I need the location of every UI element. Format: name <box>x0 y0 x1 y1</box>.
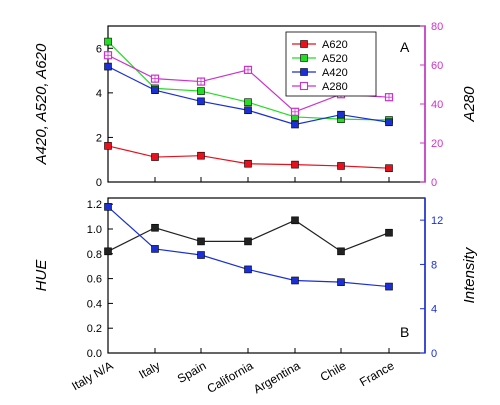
data-point-a620 <box>197 151 205 160</box>
legend-marker-a280 <box>299 81 309 91</box>
legend-marker-a520 <box>300 54 308 62</box>
right-tick-label: 12 <box>431 215 443 227</box>
data-point-intensity <box>291 276 299 285</box>
data-point-a420 <box>337 110 345 119</box>
data-point-a420 <box>244 106 252 115</box>
x-tick-label: Italy N/A <box>69 358 115 393</box>
y-axis-title-right: A280 <box>461 86 478 123</box>
legend-marker-a420 <box>300 68 308 76</box>
data-point-a420 <box>104 62 112 71</box>
left-tick-label: 2 <box>96 132 102 144</box>
left-tick-label: 0.2 <box>87 323 102 335</box>
x-tick-label: Spain <box>175 358 209 385</box>
data-point-hue <box>104 247 112 256</box>
data-point-intensity <box>244 265 252 274</box>
data-point-a620 <box>151 153 159 161</box>
data-point-a520 <box>244 98 252 107</box>
legend-label-a520: A520 <box>322 53 348 65</box>
x-tick-label: California <box>205 358 256 396</box>
left-tick-label: 0.0 <box>87 348 102 360</box>
data-point-a420 <box>151 86 159 94</box>
plot-frame-B <box>107 197 426 354</box>
panel-label: B <box>400 324 409 340</box>
y-axis-title-left: HUE <box>33 259 50 292</box>
legend-label-a420: A420 <box>322 67 348 79</box>
left-tick-label: 0.6 <box>87 274 102 286</box>
series-line-hue <box>107 219 390 252</box>
left-tick-label: 6 <box>96 43 102 55</box>
data-point-intensity <box>385 282 393 291</box>
left-tick-label: 1.0 <box>87 224 102 236</box>
data-point-a420 <box>197 97 205 106</box>
right-tick-label: 20 <box>431 138 443 150</box>
data-point-hue <box>151 223 159 232</box>
series-line-intensity <box>107 206 390 288</box>
data-point-a620 <box>244 159 252 168</box>
right-tick-label: 60 <box>431 60 443 72</box>
legend-marker-a620 <box>300 40 308 48</box>
data-point-a520 <box>104 37 112 46</box>
legend-label-a280: A280 <box>322 81 348 93</box>
data-point-a620 <box>291 160 299 169</box>
left-tick-label: 4 <box>96 88 102 100</box>
right-tick-label: 0 <box>431 177 437 189</box>
x-tick-label: Chile <box>318 358 349 384</box>
data-point-hue <box>291 216 299 225</box>
left-tick-label: 0.4 <box>87 298 102 310</box>
data-point-intensity <box>151 245 159 253</box>
x-tick-label: Argentina <box>251 358 303 396</box>
legend-label-a620: A620 <box>322 39 348 51</box>
data-point-a620 <box>337 162 345 170</box>
data-point-a420 <box>385 118 393 127</box>
left-tick-label: 0.8 <box>87 249 102 261</box>
data-point-hue <box>385 228 393 237</box>
data-point-a520 <box>197 87 205 95</box>
left-tick-label: 1.2 <box>87 199 102 211</box>
data-point-a420 <box>291 120 299 129</box>
right-tick-label: 4 <box>431 304 437 316</box>
panel-label: A <box>400 39 410 55</box>
left-tick-label: 0 <box>96 177 102 189</box>
right-tick-label: 8 <box>431 259 437 271</box>
y-axis-title-left: A420, A520, A620 <box>33 43 50 165</box>
data-point-intensity <box>337 278 345 286</box>
x-tick-label: Italy <box>136 358 162 381</box>
data-point-hue <box>197 237 205 246</box>
y-axis-title-right: Intensity <box>461 246 478 303</box>
right-tick-label: 40 <box>431 99 443 111</box>
data-point-hue <box>244 237 252 246</box>
data-point-hue <box>337 247 345 256</box>
data-point-intensity <box>104 203 112 211</box>
data-point-intensity <box>197 251 205 259</box>
right-tick-label: 0 <box>431 348 437 360</box>
x-tick-label: France <box>357 358 397 389</box>
data-point-a620 <box>385 164 393 172</box>
data-point-a620 <box>104 142 112 150</box>
right-tick-label: 80 <box>431 21 443 33</box>
